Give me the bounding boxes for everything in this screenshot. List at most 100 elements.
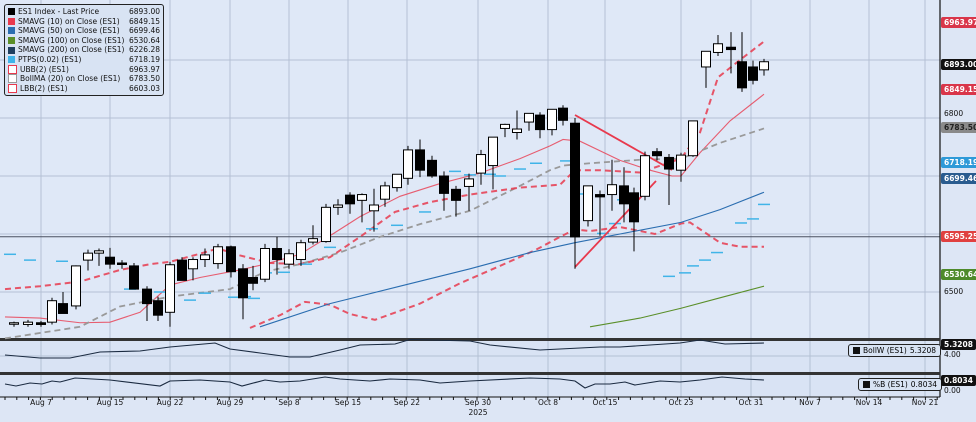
candle-body [748,66,758,81]
legend-swatch-icon [8,17,15,25]
legend-item[interactable]: SMAVG (100) on Close (ES1) 6530.64 [8,36,160,46]
pctb-line [4,376,765,389]
candle-body [36,322,46,325]
x-tick-label: Oct 15 [592,398,618,407]
candle-body [380,185,390,200]
legend-label: SMAVG (100) on Close (ES1) [18,35,125,45]
candle-body [105,256,115,265]
legend-item[interactable]: BollMA (20) on Close (ES1) 6783.50 [8,74,160,84]
price-label: 6530.64 [941,268,976,280]
candle-body [369,204,379,212]
candle-body [607,184,617,196]
candle-body [308,238,318,243]
candle-body [439,175,449,194]
candle-body [213,246,223,265]
legend-label: SMAVG (50) on Close (ES1) [18,26,120,36]
x-tick-label: Sep 30 [464,398,492,407]
legend-swatch-icon [8,74,17,84]
legend-item[interactable]: SMAVG (50) on Close (ES1) 6699.46 [8,26,160,36]
legend-item[interactable]: UBB(2) (ES1) 6963.97 [8,65,160,75]
legend-label: PTPS(0.02) (ES1) [18,54,82,64]
candle-body [737,61,747,89]
candle-body [640,155,650,197]
bollw-last-label: 5.3208 [941,339,976,350]
x-tick-label: Aug 7 [30,398,52,407]
series-line-smavg-50- [259,191,765,328]
candle-body [248,277,258,284]
legend-value: 6718.19 [128,54,160,64]
candle-body [9,322,19,325]
series-line-lbb-2- [249,221,764,329]
candle-body [535,114,545,131]
candle-body [759,61,769,71]
candle-body [583,185,593,222]
legend-swatch-icon [8,8,15,16]
candle-body [392,173,402,189]
pctb-panel [0,375,940,397]
bollw-line [4,338,765,359]
candle-body [688,120,698,157]
candle-body [177,259,187,281]
candle-body [260,248,270,280]
pctb-legend[interactable]: %B (ES1) 0.8034 [858,378,943,391]
bollw-legend[interactable]: BollW (ES1) 5.3208 [848,344,942,357]
legend-label: UBB(2) (ES1) [20,64,69,74]
candle-body [83,252,93,261]
legend-value: 6849.15 [128,16,160,26]
candle-body [664,156,674,170]
candle-body [333,204,343,208]
legend-item[interactable]: PTPS(0.02) (ES1) 6718.19 [8,55,160,65]
candle-body [595,194,605,198]
legend-value: 6963.97 [128,64,160,74]
year-label: 2025 [468,408,488,417]
candle-body [165,264,175,313]
x-tick-label: Aug 22 [156,398,184,407]
legend-label: ES1 Index - Last Price [18,7,100,16]
candle-body [619,185,629,205]
legend-item[interactable]: SMAVG (200) on Close (ES1) 6226.28 [8,45,160,55]
x-tick-label: Sep 22 [393,398,421,407]
x-tick-label: Nov 14 [855,398,883,407]
legend-label: SMAVG (200) on Close (ES1) [18,45,125,55]
price-label: 6849.15 [941,83,976,95]
candle-body [488,136,498,167]
candle-body [94,250,104,254]
chart-legend[interactable]: ES1 Index - Last Price 6893.00 SMAVG (10) … [4,4,164,96]
candle-body [117,262,127,265]
candle-body [701,50,711,68]
x-tick-label: Sep 8 [278,398,300,407]
trendline-annotation [574,114,673,171]
candle-body [713,43,723,53]
legend-item[interactable]: LBB(2) (ES1) 6603.03 [8,84,160,94]
legend-swatch-icon [8,84,17,94]
x-tick-label: Aug 29 [216,398,244,407]
pctb-last-label: 0.8034 [941,375,976,386]
legend-item[interactable]: SMAVG (10) on Close (ES1) 6849.15 [8,17,160,27]
bollw-swatch [853,347,860,354]
candle-body [451,188,461,201]
candle-body [129,265,139,290]
price-label: 6893.00 [941,58,976,70]
legend-swatch-icon [8,27,15,35]
candle-body [726,46,736,51]
candle-body [558,107,568,121]
bollw-name: BollW (ES1) [863,346,907,355]
legend-item[interactable]: ES1 Index - Last Price 6893.00 [8,7,160,17]
x-tick-label: Nov 7 [799,398,821,407]
candle-body [238,268,248,299]
x-tick-label: Oct 8 [537,398,559,407]
price-label: 6783.50 [941,122,976,134]
legend-value: 6226.28 [128,45,160,55]
series-line-ubb-2- [4,40,765,291]
x-tick-label: Oct 23 [668,398,694,407]
x-tick-label: Aug 15 [96,398,124,407]
candle-body [476,154,486,174]
candle-body [71,265,81,307]
candle-body [415,149,425,171]
candle-body [652,151,662,157]
legend-value: 6603.03 [128,83,160,93]
legend-value: 6530.64 [128,35,160,45]
price-label: 6963.97 [941,17,976,29]
